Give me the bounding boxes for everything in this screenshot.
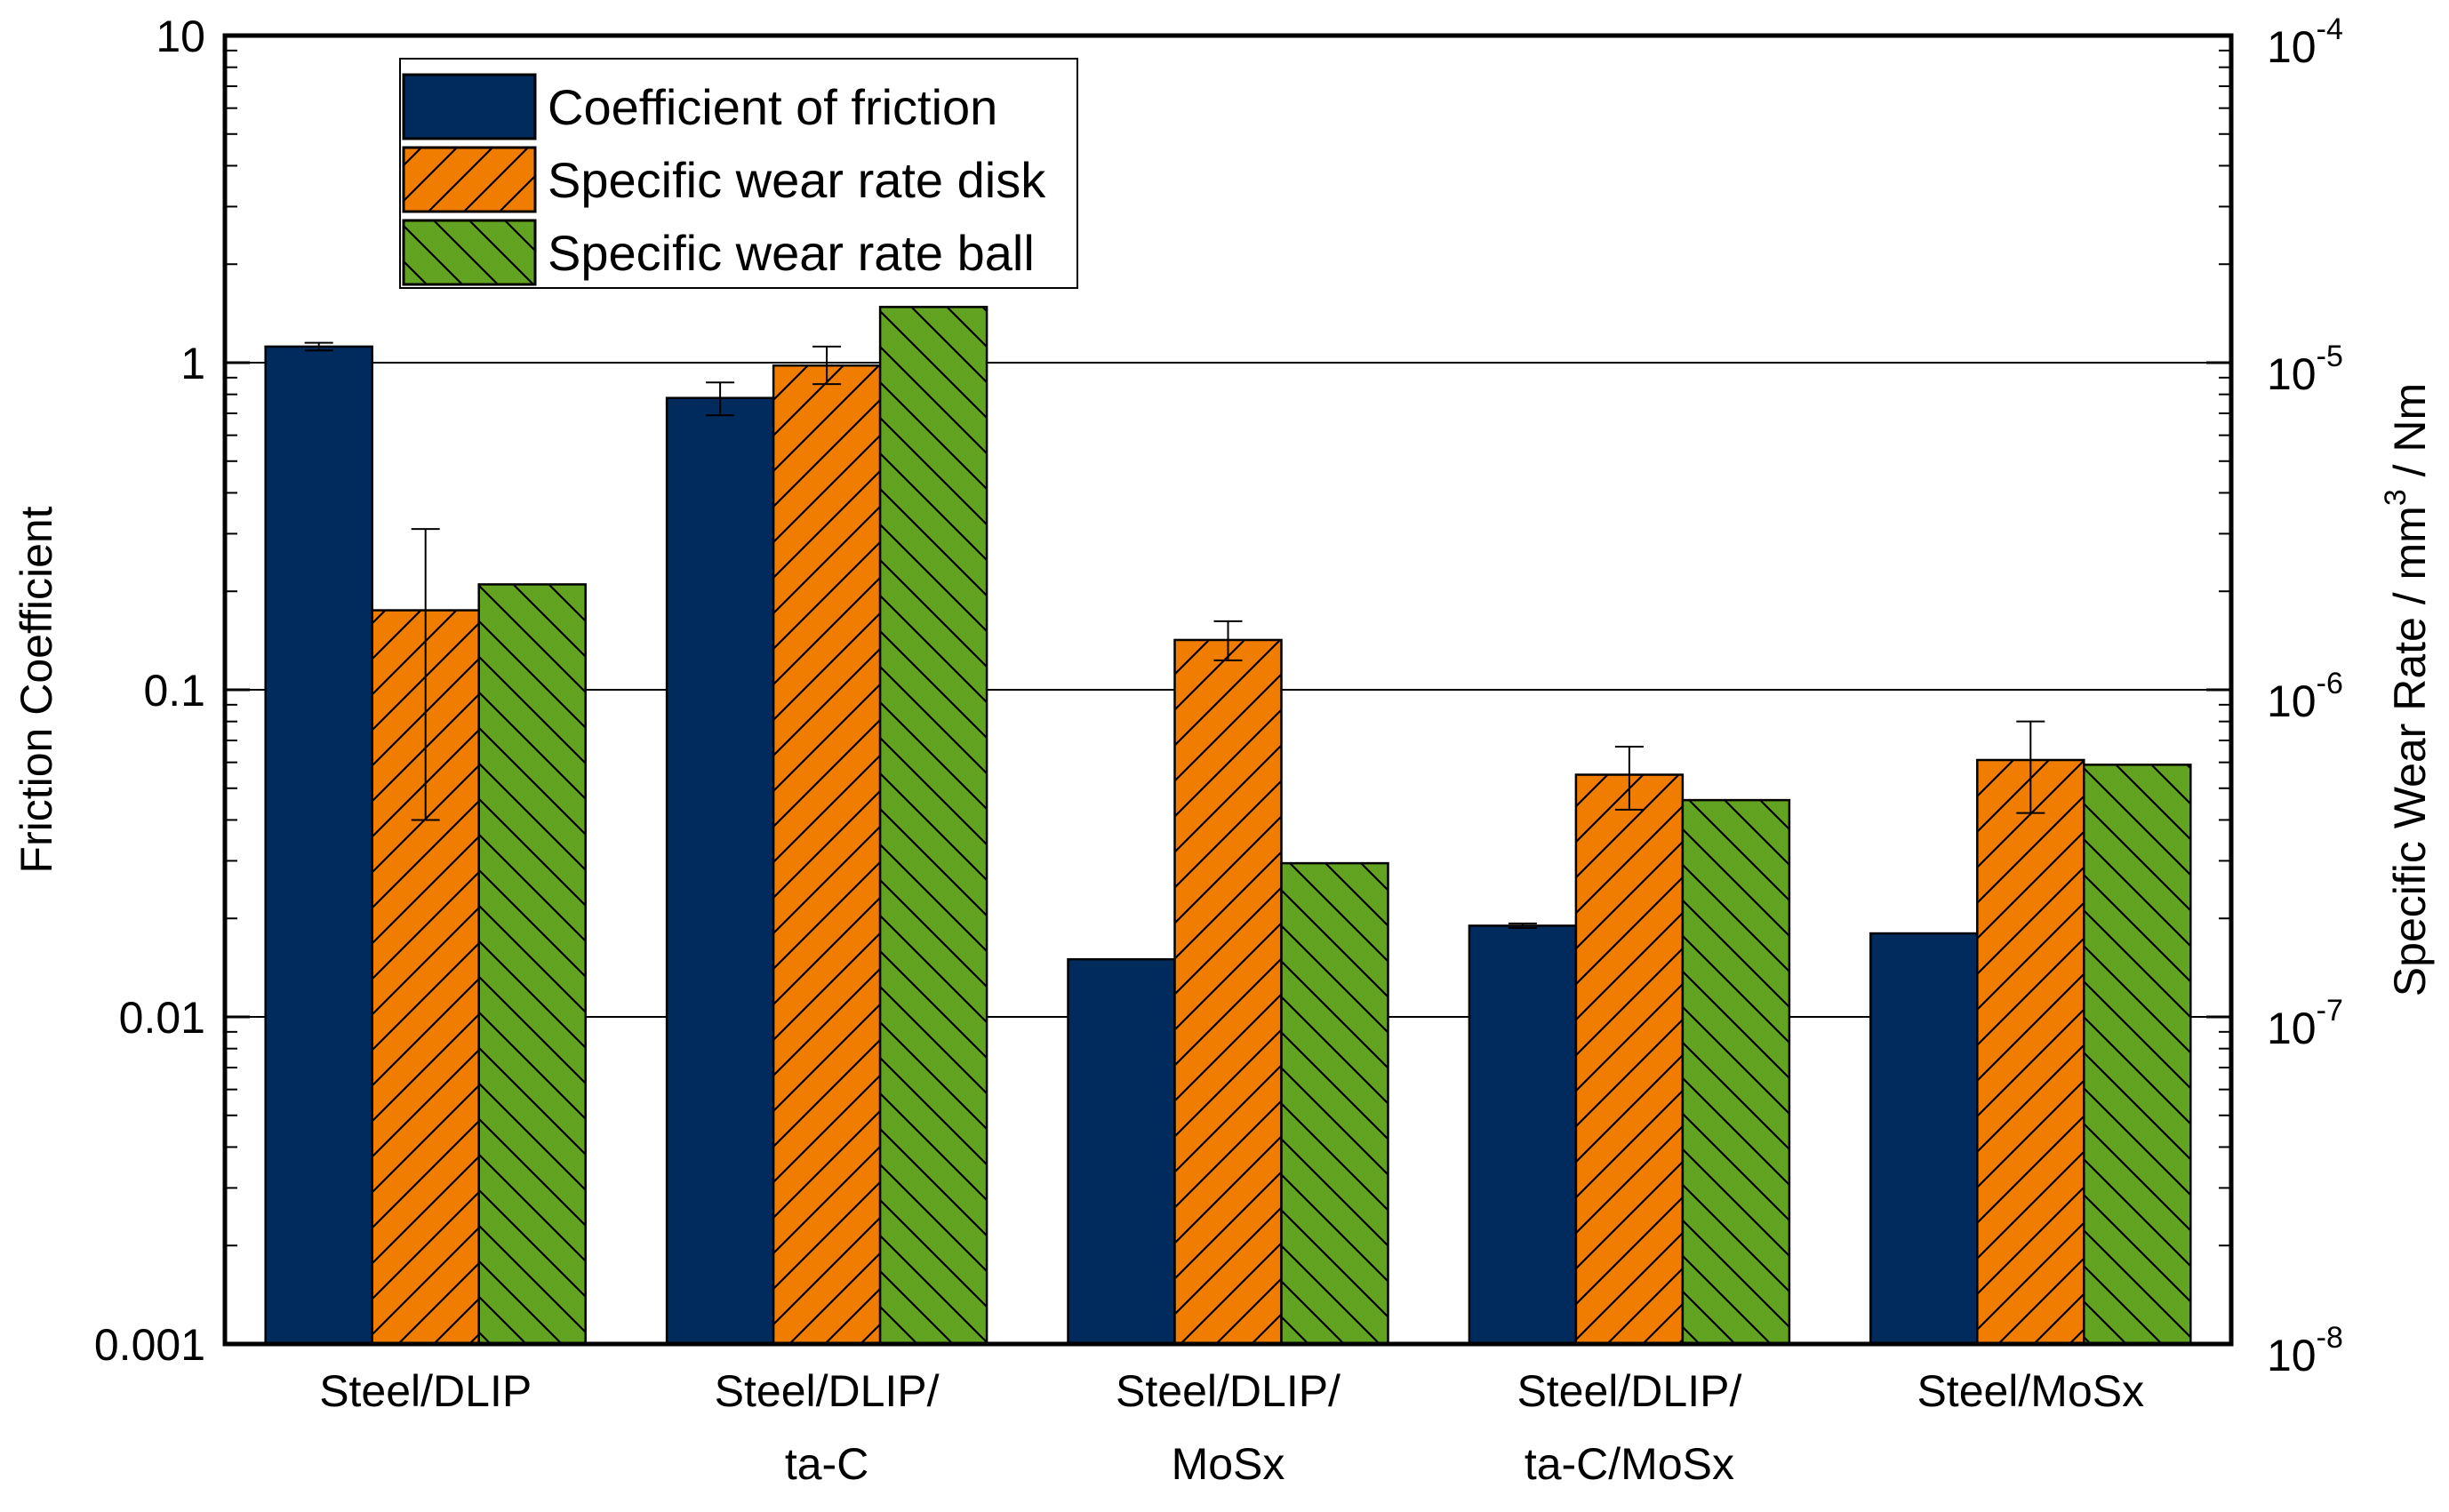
legend-label: Specific wear rate disk — [548, 152, 1046, 208]
bar — [2083, 764, 2192, 1346]
right-tick-exponent: -5 — [2317, 340, 2343, 373]
legend-label: Coefficient of friction — [548, 79, 997, 135]
bar — [1468, 924, 1578, 1346]
bar — [1681, 798, 1791, 1346]
category-label: MoSx — [1172, 1439, 1285, 1489]
right-axis-title: Specific Wear Rate / mm3 / Nm — [2379, 383, 2435, 996]
bar — [878, 306, 988, 1346]
right-axis-title-suffix: / Nm — [2385, 383, 2435, 489]
bar — [477, 583, 587, 1346]
bar — [1067, 957, 1176, 1346]
bar — [1869, 932, 1979, 1346]
category-label: Steel/DLIP/ — [1517, 1366, 1741, 1416]
category-label: Steel/DLIP/ — [715, 1366, 940, 1416]
category-label: ta-C — [785, 1439, 868, 1489]
legend-swatch — [402, 146, 537, 213]
bar — [1173, 638, 1283, 1346]
left-tick-label: 0.01 — [119, 993, 205, 1043]
left-tick-label: 1 — [180, 339, 205, 388]
left-tick-label: 10 — [156, 12, 205, 61]
category-label: Steel/DLIP/ — [1116, 1366, 1341, 1416]
bar — [1574, 773, 1685, 1346]
legend-swatch — [402, 73, 537, 140]
left-tick-label: 0.001 — [94, 1320, 205, 1370]
bar — [772, 364, 882, 1346]
right-axis-title-main: Specific Wear Rate / mm — [2385, 506, 2435, 996]
right-tick-exponent: -6 — [2317, 667, 2343, 700]
legend-label: Specific wear rate ball — [548, 225, 1035, 281]
legend-swatch — [402, 219, 537, 286]
left-tick-label: 0.1 — [143, 666, 205, 716]
bar — [665, 396, 775, 1346]
right-tick-exponent: -4 — [2317, 12, 2343, 46]
category-label: ta-C/MoSx — [1525, 1439, 1734, 1489]
category-label: Steel/DLIP — [319, 1366, 532, 1416]
right-axis-title-superscript: 3 — [2379, 489, 2413, 506]
left-axis-title: Friction Coefficient — [12, 506, 61, 873]
bar — [264, 345, 373, 1346]
bar — [1976, 758, 2085, 1346]
bar — [1280, 861, 1389, 1346]
right-tick-exponent: -7 — [2317, 994, 2343, 1028]
category-label: Steel/MoSx — [1917, 1366, 2144, 1416]
right-tick-exponent: -8 — [2317, 1321, 2343, 1355]
